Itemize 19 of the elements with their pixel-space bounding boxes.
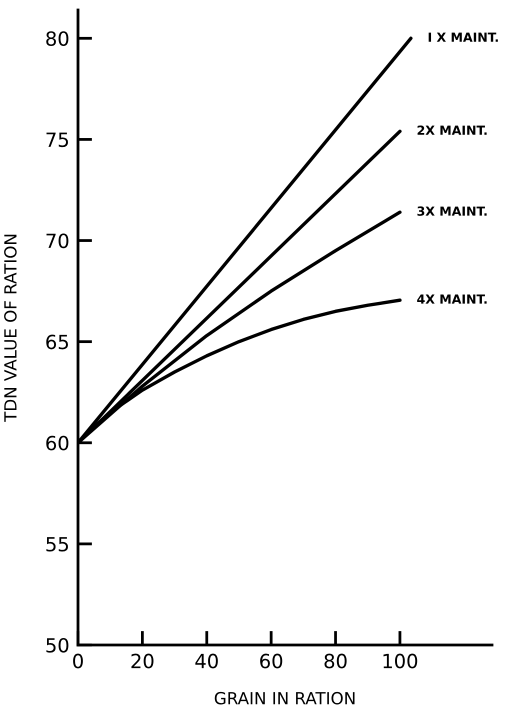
y-axis-title: TDN VALUE OF RATION	[4, 234, 17, 422]
x-tick-label: 20	[131, 654, 154, 668]
x-axis-title: GRAIN IN RATION	[214, 692, 355, 704]
x-tick-label: 80	[324, 654, 347, 668]
y-tick-label: 75	[46, 132, 68, 148]
x-tick-label: 100	[384, 654, 418, 668]
x-tick-label: 0	[73, 654, 83, 668]
y-tick-label: 80	[46, 31, 68, 46]
series-label: I X MAINT.	[428, 32, 498, 42]
x-tick-label: 40	[195, 654, 218, 668]
series-label: 2X MAINT.	[418, 126, 487, 135]
series-label: 4X MAINT.	[417, 294, 487, 304]
y-tick-label: 55	[46, 537, 68, 552]
y-tick-label: 60	[46, 436, 68, 450]
series-label: 3X MAINT.	[417, 206, 487, 216]
y-tick-label: 50	[46, 638, 68, 653]
y-tick-label: 65	[46, 334, 68, 350]
x-tick-label: 60	[260, 654, 282, 668]
y-tick-label: 70	[46, 233, 68, 248]
